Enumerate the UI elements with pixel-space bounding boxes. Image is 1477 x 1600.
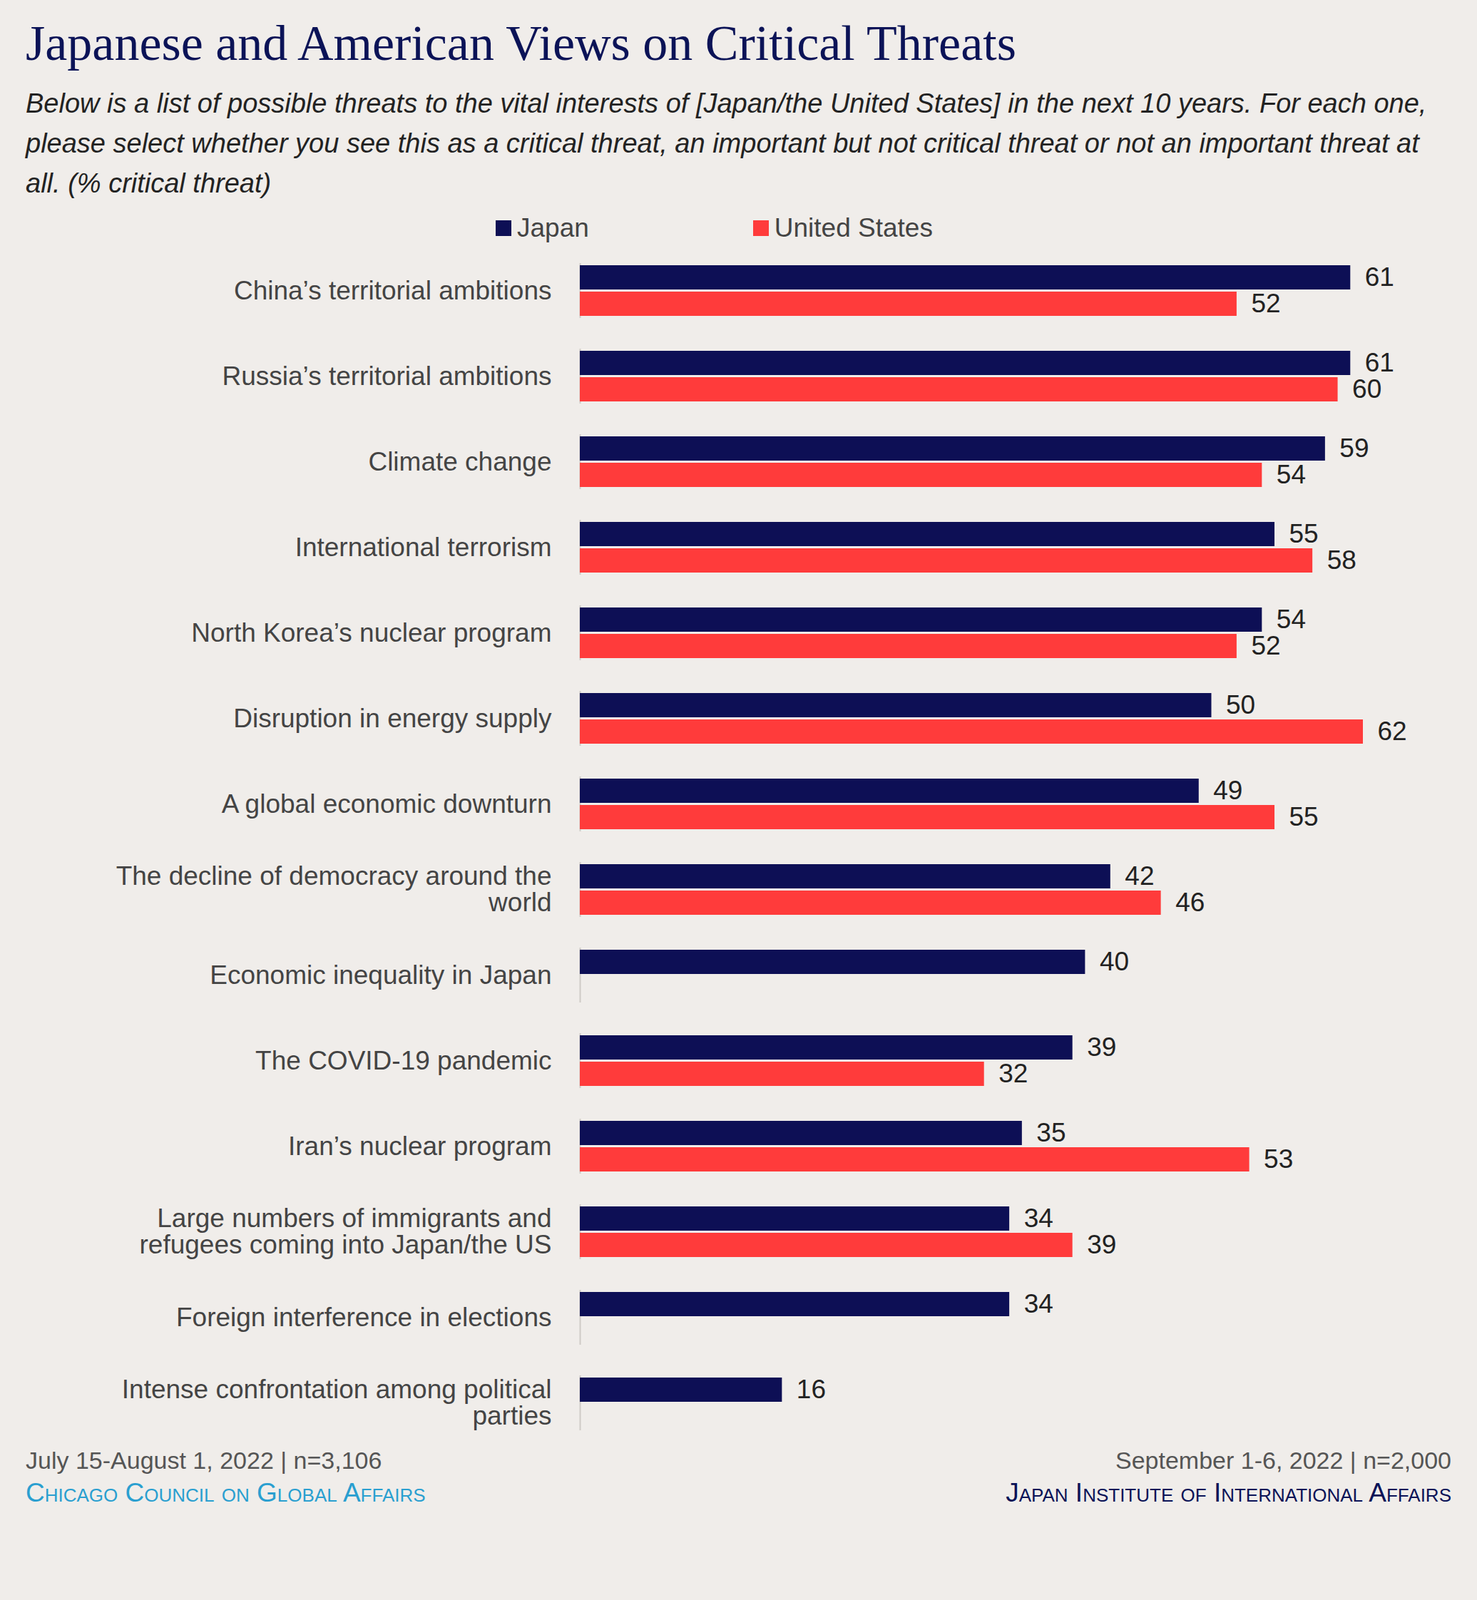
svg-text:40: 40 [1099,947,1129,977]
html-text:Below is a list of possible th: Below is a list of possible threats to t… [25,88,1427,199]
svg-text:46: 46 [1175,887,1205,918]
svg-text:Large numbers of immigrants an: Large numbers of immigrants andrefugees … [139,1203,553,1260]
svg-text:32: 32 [998,1059,1028,1089]
svg-text:Economic inequality in Japan: Economic inequality in Japan [209,960,552,990]
svg-text:Intense confrontation among po: Intense confrontation among politicalpar… [121,1375,553,1431]
svg-text:34: 34 [1024,1289,1054,1319]
svg-text:54: 54 [1276,460,1306,490]
svg-text:53: 53 [1263,1144,1293,1174]
svg-text:39: 39 [1086,1032,1117,1062]
svg-text:North Korea’s nuclear program: North Korea’s nuclear program [191,618,552,648]
svg-text:The decline of democracy aroun: The decline of democracy around theworld [116,861,553,918]
svg-text:16: 16 [796,1375,826,1405]
svg-text:Russia’s territorial ambitions: Russia’s territorial ambitions [222,361,553,391]
svg-text:54: 54 [1276,604,1306,635]
svg-text:60: 60 [1352,374,1382,404]
html-text:July 15-August 1, 2022 | n=3,1: July 15-August 1, 2022 | n=3,106 [25,1447,382,1475]
html-text:Japanese and American Views on: Japanese and American Views on Critical … [25,15,1017,71]
svg-text:35: 35 [1036,1118,1066,1148]
html-text:Japan: Japan [517,213,589,243]
svg-text:Disruption in energy supply: Disruption in energy supply [233,703,553,734]
svg-text:61: 61 [1365,262,1395,292]
svg-text:52: 52 [1250,288,1281,319]
html-text:Chicago Council on Global Affa: Chicago Council on Global Affairs [25,1478,426,1508]
svg-text:61: 61 [1365,348,1395,378]
svg-text:International terrorism: International terrorism [295,532,553,562]
svg-text:42: 42 [1124,861,1154,891]
svg-text:52: 52 [1250,631,1281,661]
svg-text:China’s territorial ambitions: China’s territorial ambitions [233,276,553,306]
svg-text:59: 59 [1339,433,1369,463]
svg-text:39: 39 [1086,1230,1117,1260]
svg-text:Iran’s nuclear program: Iran’s nuclear program [288,1131,553,1162]
html-text:September 1-6, 2022 | n=2,000: September 1-6, 2022 | n=2,000 [1115,1447,1452,1475]
svg-text:50: 50 [1225,690,1256,720]
svg-text:Climate change: Climate change [368,447,552,477]
svg-text:49: 49 [1213,775,1243,806]
svg-text:34: 34 [1024,1203,1054,1234]
svg-text:Foreign interference in electi: Foreign interference in elections [176,1302,553,1333]
svg-text:58: 58 [1327,545,1357,575]
html-text:Japan Institute of Internation: Japan Institute of International Affairs [1005,1478,1452,1508]
svg-text:A global economic downturn: A global economic downturn [221,789,553,819]
svg-text:62: 62 [1377,716,1408,746]
svg-text:55: 55 [1289,519,1319,549]
html-text:United States: United States [774,213,933,243]
svg-text:The COVID-19 pandemic: The COVID-19 pandemic [255,1046,552,1076]
svg-text:55: 55 [1289,802,1319,832]
